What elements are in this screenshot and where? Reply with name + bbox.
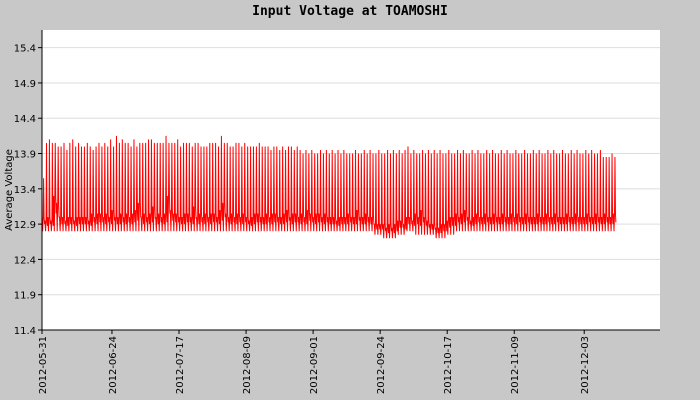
y-tick-label: 11.4 <box>14 326 36 337</box>
x-tick-label: 2012-11-09 <box>510 336 521 394</box>
x-tick-label: 2012-07-17 <box>175 336 186 394</box>
y-tick-label: 11.9 <box>14 291 36 302</box>
y-tick-label: 15.4 <box>14 44 36 55</box>
series-line <box>41 135 617 239</box>
chart-title: Input Voltage at TOAMOSHI <box>252 4 448 19</box>
y-axis-label: Average Voltage <box>4 149 15 231</box>
y-tick-label: 14.9 <box>14 79 36 90</box>
y-tick-label: 12.9 <box>14 220 36 231</box>
x-tick-label: 2012-06-24 <box>108 336 119 394</box>
y-tick-labels: 11.4 11.9 12.4 12.9 13.4 13.9 14.4 14.9 15.4 <box>14 44 42 337</box>
y-tick-label: 12.4 <box>14 255 36 266</box>
series-red <box>41 135 617 239</box>
x-tick-label: 2012-09-01 <box>309 336 320 394</box>
y-tick-label: 13.9 <box>14 150 36 161</box>
x-tick-label: 2012-10-17 <box>443 336 454 394</box>
y-tick-label: 14.4 <box>14 114 36 125</box>
y-tick-label: 13.4 <box>14 185 36 196</box>
x-tick-label: 2012-05-31 <box>38 336 49 394</box>
x-tick-labels: 2012-05-31 2012-06-24 2012-07-17 2012-08-09… <box>38 330 591 394</box>
x-tick-label: 2012-08-09 <box>242 336 253 394</box>
x-tick-label: 2012-09-24 <box>376 336 387 394</box>
x-tick-label: 2012-12-03 <box>580 336 591 394</box>
